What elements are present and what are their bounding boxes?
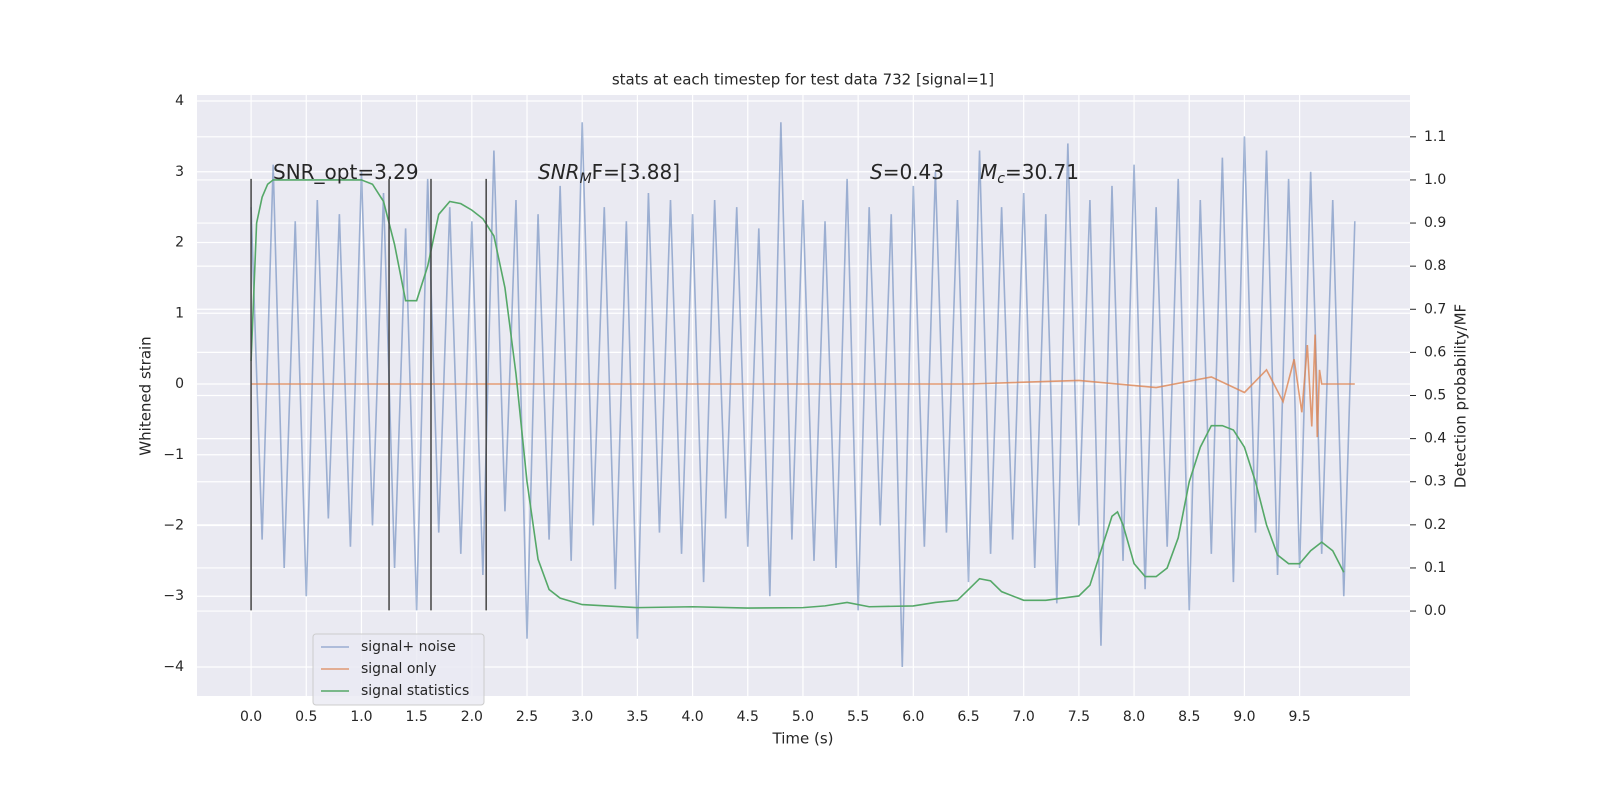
y-tick-label: −3 (163, 588, 184, 604)
y2-tick-label: 0.3 (1424, 474, 1446, 490)
legend (312, 633, 485, 706)
series-line (250, 122, 1356, 668)
annotation-part: F=[3.88] (592, 160, 680, 184)
x-tick-label: 6.5 (957, 709, 979, 725)
legend-label: signal statistics (361, 683, 469, 699)
y2-tick-label: 0.1 (1424, 560, 1446, 576)
x-tick-label: 6.0 (902, 709, 924, 725)
y2-tick-label: 0.2 (1424, 517, 1446, 533)
x-tick-label: 5.0 (792, 709, 814, 725)
y2-tick-label: 0.5 (1424, 388, 1446, 404)
y2-tick-label: 0.0 (1424, 603, 1446, 619)
x-tick-label: 9.0 (1233, 709, 1255, 725)
annotation-part: M (980, 160, 997, 184)
y2-tick-label: 1.1 (1424, 129, 1446, 145)
y2-tick-label: 0.8 (1424, 258, 1446, 274)
chart-title: stats at each timestep for test data 732… (612, 71, 994, 89)
x-tick-label: 2.5 (516, 709, 538, 725)
annotation-part: SNR (538, 160, 580, 184)
x-tick-label: 3.0 (571, 709, 593, 725)
annotation: SNR_opt=3.29 (273, 160, 419, 184)
x-tick-label: 4.5 (737, 709, 759, 725)
annotation: SNRMF=[3.88] (538, 160, 680, 188)
y2-tick-label: 0.6 (1424, 344, 1446, 360)
annotation-part: S (870, 160, 883, 184)
x-tick-label: 7.0 (1013, 709, 1035, 725)
series-line (250, 179, 1345, 609)
annotation-part: =30.71 (1005, 160, 1079, 184)
y2-axis-label: Detection probability/MF (1452, 304, 1470, 488)
y2-tick-label: 0.4 (1424, 431, 1446, 447)
x-tick-label: 8.0 (1123, 709, 1145, 725)
y-tick-label: −1 (163, 447, 184, 463)
x-axis-label: Time (s) (772, 730, 834, 748)
x-tick-label: 1.0 (350, 709, 372, 725)
x-tick-label: 9.5 (1288, 709, 1310, 725)
x-tick-label: 0.5 (295, 709, 317, 725)
y-tick-label: 4 (175, 93, 184, 109)
x-tick-label: 0.0 (240, 709, 262, 725)
annotation-part: =0.43 (883, 160, 944, 184)
annotation-part: M (580, 171, 592, 187)
y-axis-label: Whitened strain (137, 336, 155, 455)
y-tick-label: 1 (175, 305, 184, 321)
y-tick-label: −2 (163, 517, 184, 533)
x-tick-label: 2.0 (461, 709, 483, 725)
legend-label: signal+ noise (361, 639, 456, 655)
y2-tick-label: 0.9 (1424, 215, 1446, 231)
y-tick-label: 2 (175, 235, 184, 251)
x-tick-label: 5.5 (847, 709, 869, 725)
y-tick-label: 0 (175, 376, 184, 392)
annotation-part: SNR_opt=3.29 (273, 160, 419, 184)
y2-tick-label: 1.0 (1424, 172, 1446, 188)
x-tick-label: 1.5 (406, 709, 428, 725)
y-tick-label: −4 (163, 659, 184, 675)
annotation: Mc=30.71 (980, 160, 1079, 188)
x-tick-label: 7.5 (1068, 709, 1090, 725)
x-tick-label: 8.5 (1178, 709, 1200, 725)
x-tick-label: 4.0 (681, 709, 703, 725)
x-tick-label: 3.5 (626, 709, 648, 725)
annotation-part: c (997, 171, 1005, 187)
annotation: S=0.43 (870, 160, 944, 184)
y-tick-label: 3 (175, 164, 184, 180)
y2-tick-label: 0.7 (1424, 301, 1446, 317)
series-line (251, 334, 1355, 438)
legend-label: signal only (361, 661, 436, 677)
